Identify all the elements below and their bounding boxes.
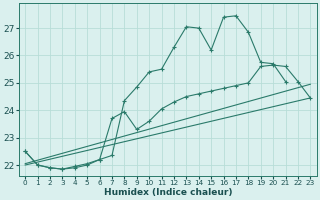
X-axis label: Humidex (Indice chaleur): Humidex (Indice chaleur) (104, 188, 232, 197)
